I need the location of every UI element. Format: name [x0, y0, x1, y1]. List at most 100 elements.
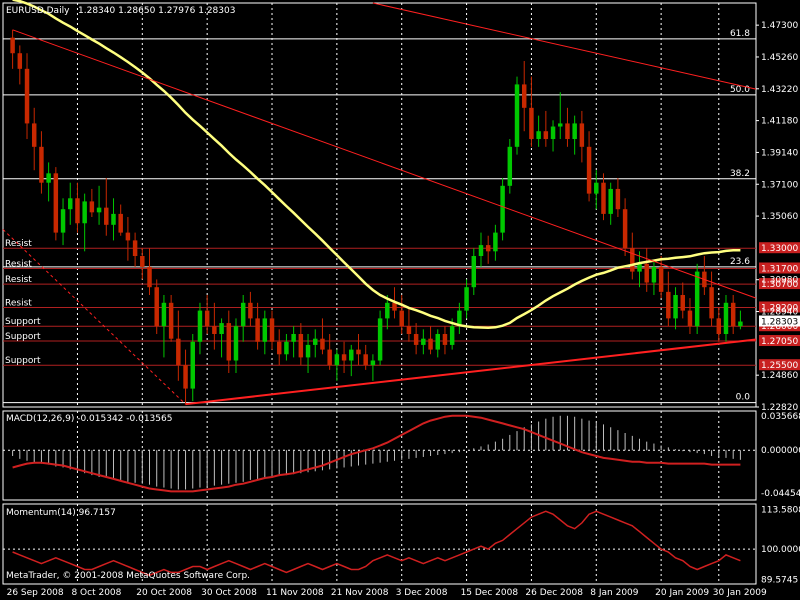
candle-body [31, 123, 37, 147]
candle-body [363, 354, 368, 366]
sr-level-side: Support [5, 332, 41, 342]
x-tick-label: 8 Oct 2008 [71, 588, 121, 598]
fib-level-label: 50.0 [730, 85, 750, 95]
candle-body [154, 287, 159, 327]
sr-level-side: Support [5, 317, 41, 327]
candle-body [543, 131, 549, 140]
candle-body [594, 182, 599, 194]
candle-body [399, 310, 404, 327]
candle-body [658, 266, 664, 292]
candle-body [521, 84, 527, 108]
candle-body [118, 213, 123, 233]
candle-body [53, 173, 59, 233]
candle-body [60, 209, 66, 233]
candle-body [644, 263, 649, 283]
macd-y-tick-label: 0.000000 [761, 446, 800, 456]
candle-body [356, 349, 361, 355]
candle-body [197, 310, 203, 342]
sr-price-label: 1.30700 [761, 280, 798, 290]
candle-body [96, 207, 102, 213]
candle-body [673, 295, 678, 319]
candle-body [406, 326, 412, 334]
macd-y-tick-label: 0.035668 [761, 412, 800, 422]
candle-body [449, 326, 455, 345]
candle-body [601, 182, 606, 214]
y-tick-label: 1.30980 [761, 276, 798, 286]
y-tick-label: 1.28940 [761, 308, 798, 318]
x-tick-label: 26 Dec 2008 [525, 588, 583, 598]
panel-frame [2, 503, 757, 585]
candle-body [385, 302, 390, 319]
y-tick-label: 1.35060 [761, 212, 798, 222]
sr-price-label: 1.33000 [761, 244, 798, 254]
candle-body [428, 338, 433, 350]
fib-level-label: 61.8 [730, 29, 750, 39]
y-tick-label: 1.24860 [761, 371, 798, 381]
x-tick-label: 30 Jan 2009 [713, 588, 767, 598]
ohlc-readout: 1.28340 1.28650 1.27976 1.28303 [78, 6, 235, 16]
candle-body [24, 68, 30, 124]
x-tick-label: 15 Dec 2008 [461, 588, 519, 598]
fib-level-label: 0.0 [736, 393, 751, 403]
candle-body [269, 318, 275, 342]
candle-body [298, 333, 304, 358]
macd-y-tick-label: -0.044548 [761, 489, 800, 499]
candle-body [111, 213, 116, 225]
x-tick-label: 11 Nov 2008 [266, 588, 324, 598]
candle-body [190, 341, 195, 389]
sr-price-badge [759, 262, 800, 274]
sr-level-side: Support [5, 356, 41, 366]
candle-body [147, 266, 152, 288]
candle-body [168, 302, 174, 339]
candle-body [334, 354, 340, 366]
candle-body [226, 323, 232, 361]
candle-body [82, 201, 87, 224]
candle-body [140, 256, 145, 267]
symbol-title: EURUSD,Daily [6, 6, 70, 16]
candle-body [104, 207, 109, 225]
candle-body [709, 287, 714, 319]
candle-body [161, 302, 167, 327]
sr-price-label: 1.31700 [761, 264, 798, 274]
candle-body [529, 107, 534, 140]
moving-average-line [12, 0, 741, 330]
candle-body [320, 338, 325, 350]
resistance-trend-line [12, 29, 757, 299]
main-chart: 61.8 50.0 38.2 23.6 0.0 Resist 1.33000 Resist 1.… [2, 0, 800, 406]
sr-price-badge [759, 278, 800, 290]
candle-body [219, 323, 224, 334]
candle-body [680, 295, 685, 311]
candle-body [478, 245, 484, 257]
sr-price-badge [759, 359, 800, 371]
candle-body [630, 248, 635, 272]
sr-price-badge [759, 242, 800, 254]
support-trend-line [185, 338, 757, 406]
candle-body [284, 341, 289, 355]
candle-body [572, 123, 577, 140]
candle-body [176, 338, 181, 366]
candle-body [248, 302, 253, 319]
y-tick-label: 1.45260 [761, 53, 798, 63]
sr-level-side: Resist [5, 239, 32, 249]
y-tick-label: 1.22820 [761, 403, 798, 413]
candle-body [723, 302, 729, 334]
current-price-label: 1.28303 [761, 318, 798, 328]
candle-body [615, 188, 621, 210]
sr-price-label: 1.27050 [761, 337, 798, 347]
candle-body [622, 209, 628, 249]
y-tick-label: 1.47300 [761, 21, 798, 31]
candle-body [125, 232, 131, 241]
candle-body [313, 338, 318, 345]
candle-body [421, 338, 426, 345]
momentum-panel [3, 510, 756, 577]
candle-body [471, 256, 477, 288]
candle-body [651, 266, 657, 283]
candle-body [89, 201, 95, 213]
candle-body [493, 232, 498, 252]
candle-body [579, 123, 585, 147]
candle-body [204, 310, 210, 327]
current-price-badge [759, 315, 800, 327]
candle-body [514, 84, 520, 147]
candle-body [39, 146, 44, 183]
